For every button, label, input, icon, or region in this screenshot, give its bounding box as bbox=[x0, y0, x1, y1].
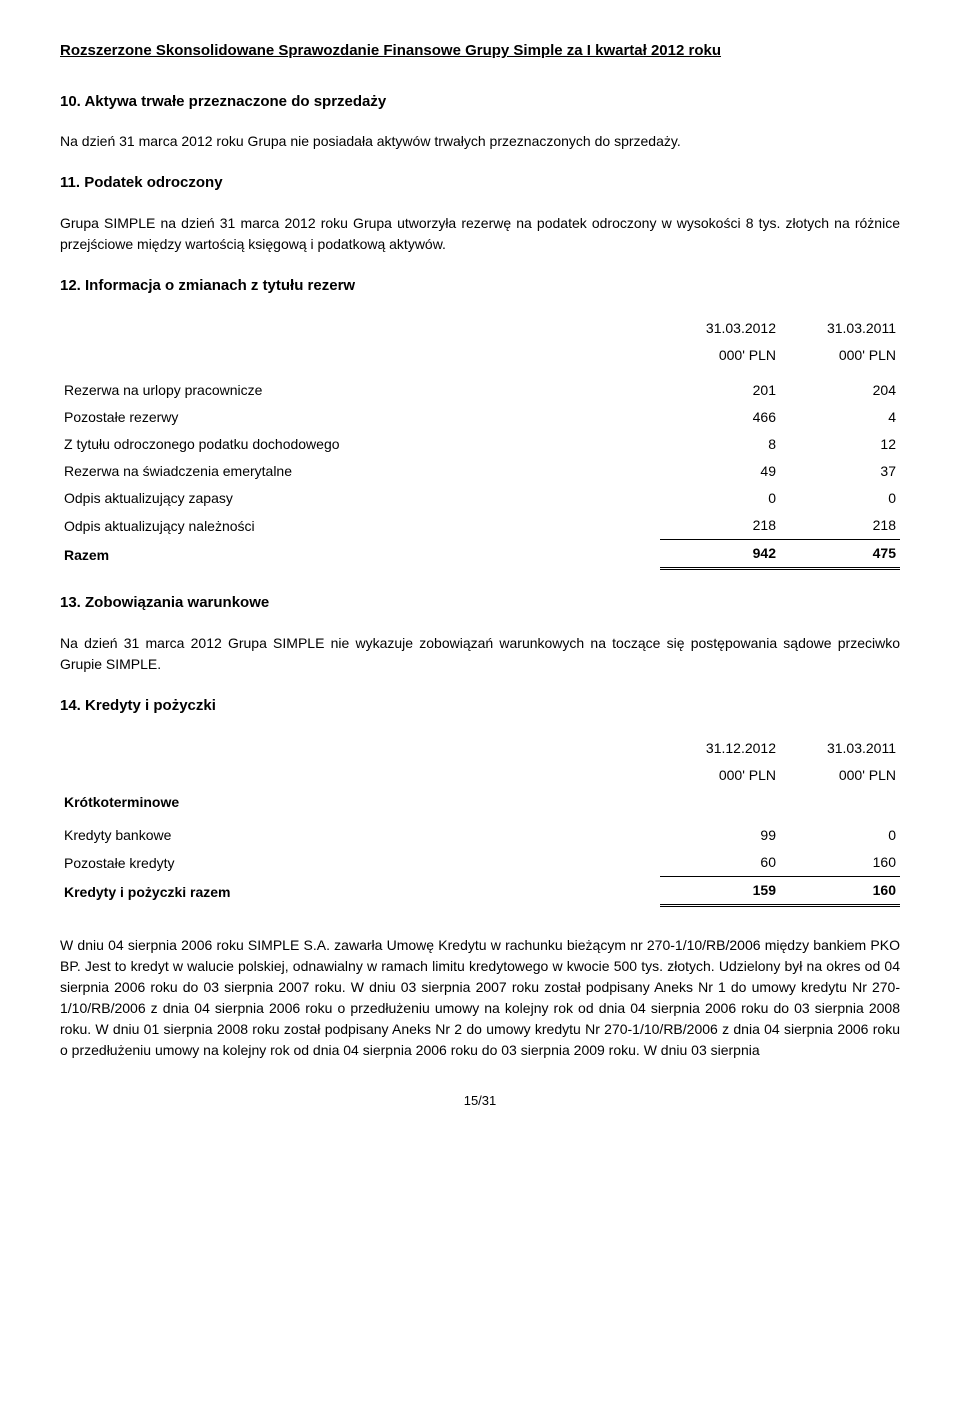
table-total-row: Razem 942 475 bbox=[60, 540, 900, 569]
table-row: Kredyty bankowe 99 0 bbox=[60, 822, 900, 849]
row-val: 37 bbox=[780, 458, 900, 485]
total-val: 160 bbox=[780, 877, 900, 906]
total-label: Kredyty i pożyczki razem bbox=[60, 877, 660, 906]
row-val: 466 bbox=[660, 404, 780, 431]
row-val: 49 bbox=[660, 458, 780, 485]
col-date-2: 31.03.2011 bbox=[780, 315, 900, 342]
row-val: 218 bbox=[660, 512, 780, 540]
row-val: 12 bbox=[780, 431, 900, 458]
row-val: 160 bbox=[780, 849, 900, 877]
row-label: Odpis aktualizujący zapasy bbox=[60, 485, 660, 512]
table-header-dates: 31.12.2012 31.03.2011 bbox=[60, 735, 900, 762]
row-val: 99 bbox=[660, 822, 780, 849]
col-date-1: 31.12.2012 bbox=[660, 735, 780, 762]
table-header-units: 000' PLN 000' PLN bbox=[60, 762, 900, 789]
table-row: Rezerwa na urlopy pracownicze 201 204 bbox=[60, 377, 900, 404]
col-unit-1: 000' PLN bbox=[660, 762, 780, 789]
col-date-1: 31.03.2012 bbox=[660, 315, 780, 342]
row-val: 204 bbox=[780, 377, 900, 404]
total-label: Razem bbox=[60, 540, 660, 569]
reserves-table: 31.03.2012 31.03.2011 000' PLN 000' PLN … bbox=[60, 315, 900, 570]
row-label: Kredyty bankowe bbox=[60, 822, 660, 849]
section-10-title: 10. Aktywa trwałe przeznaczone do sprzed… bbox=[60, 91, 900, 114]
row-val: 60 bbox=[660, 849, 780, 877]
row-label: Pozostałe rezerwy bbox=[60, 404, 660, 431]
section-13-title: 13. Zobowiązania warunkowe bbox=[60, 592, 900, 615]
total-val: 475 bbox=[780, 540, 900, 569]
row-label: Odpis aktualizujący należności bbox=[60, 512, 660, 540]
total-val: 942 bbox=[660, 540, 780, 569]
col-unit-2: 000' PLN bbox=[780, 342, 900, 369]
row-val: 8 bbox=[660, 431, 780, 458]
section-13-para: Na dzień 31 marca 2012 Grupa SIMPLE nie … bbox=[60, 633, 900, 675]
section-11-para: Grupa SIMPLE na dzień 31 marca 2012 roku… bbox=[60, 213, 900, 255]
doc-header: Rozszerzone Skonsolidowane Sprawozdanie … bbox=[60, 40, 900, 63]
row-val: 218 bbox=[780, 512, 900, 540]
table-row: Odpis aktualizujący należności 218 218 bbox=[60, 512, 900, 540]
loans-subheading: Krótkoterminowe bbox=[60, 789, 660, 816]
table-header-dates: 31.03.2012 31.03.2011 bbox=[60, 315, 900, 342]
row-label: Rezerwa na świadczenia emerytalne bbox=[60, 458, 660, 485]
col-unit-2: 000' PLN bbox=[780, 762, 900, 789]
loans-table: 31.12.2012 31.03.2011 000' PLN 000' PLN … bbox=[60, 735, 900, 907]
row-val: 0 bbox=[780, 485, 900, 512]
row-label: Z tytułu odroczonego podatku dochodowego bbox=[60, 431, 660, 458]
section-10-para: Na dzień 31 marca 2012 roku Grupa nie po… bbox=[60, 131, 900, 152]
row-val: 0 bbox=[660, 485, 780, 512]
table-total-row: Kredyty i pożyczki razem 159 160 bbox=[60, 877, 900, 906]
table-row: Rezerwa na świadczenia emerytalne 49 37 bbox=[60, 458, 900, 485]
page-number: 15/31 bbox=[60, 1091, 900, 1111]
row-val: 4 bbox=[780, 404, 900, 431]
row-val: 201 bbox=[660, 377, 780, 404]
col-date-2: 31.03.2011 bbox=[780, 735, 900, 762]
table-row: Pozostałe kredyty 60 160 bbox=[60, 849, 900, 877]
section-11-title: 11. Podatek odroczony bbox=[60, 172, 900, 195]
table-subheading-row: Krótkoterminowe bbox=[60, 789, 900, 816]
table-row: Odpis aktualizujący zapasy 0 0 bbox=[60, 485, 900, 512]
total-val: 159 bbox=[660, 877, 780, 906]
row-label: Rezerwa na urlopy pracownicze bbox=[60, 377, 660, 404]
section-12-title: 12. Informacja o zmianach z tytułu rezer… bbox=[60, 275, 900, 298]
table-header-units: 000' PLN 000' PLN bbox=[60, 342, 900, 369]
row-label: Pozostałe kredyty bbox=[60, 849, 660, 877]
table-row: Z tytułu odroczonego podatku dochodowego… bbox=[60, 431, 900, 458]
section-14-title: 14. Kredyty i pożyczki bbox=[60, 695, 900, 718]
table-row: Pozostałe rezerwy 466 4 bbox=[60, 404, 900, 431]
section-14-para: W dniu 04 sierpnia 2006 roku SIMPLE S.A.… bbox=[60, 935, 900, 1061]
col-unit-1: 000' PLN bbox=[660, 342, 780, 369]
row-val: 0 bbox=[780, 822, 900, 849]
